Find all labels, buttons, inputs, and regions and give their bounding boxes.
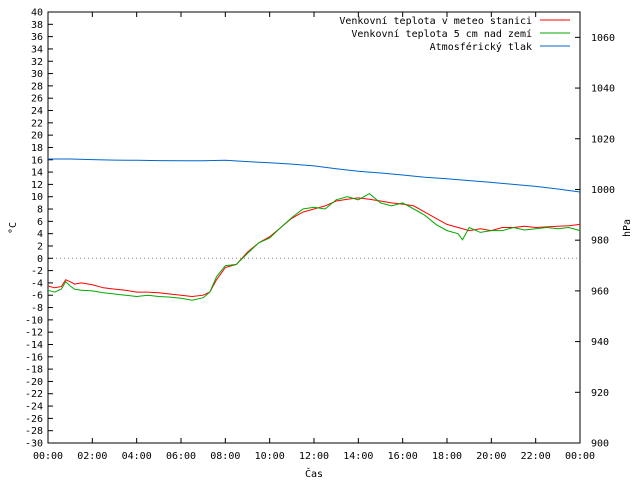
x-tick-label: 06:00 xyxy=(166,451,196,462)
right-axis-ticks: 900 920 940 960 980 1000 1020 1040 1060 xyxy=(575,33,615,450)
x-axis-ticks: 00:00 02:00 04:00 06:00 08:00 10:00 12:00 14:00… xyxy=(33,12,595,462)
left-tick-label: -8 xyxy=(31,303,43,314)
left-tick-label: 22 xyxy=(31,118,43,129)
x-tick-label: 20:00 xyxy=(476,451,506,462)
x-tick-label: 08:00 xyxy=(210,451,240,462)
left-tick-label: 2 xyxy=(37,241,43,252)
left-tick-label: -6 xyxy=(31,291,43,302)
left-tick-label: -16 xyxy=(25,352,43,363)
left-tick-label: 16 xyxy=(31,155,43,166)
x-tick-label: 00:00 xyxy=(565,451,595,462)
left-tick-label: -26 xyxy=(25,414,43,425)
left-tick-label: -4 xyxy=(31,278,43,289)
x-tick-label: 00:00 xyxy=(33,451,63,462)
left-axis-ticks: -30-28-26-24-22-20-18-16-14-12-10-8-6-4-… xyxy=(25,8,53,450)
x-tick-label: 04:00 xyxy=(122,451,152,462)
right-tick-label: 1040 xyxy=(591,84,615,95)
x-tick-label: 16:00 xyxy=(388,451,418,462)
x-axis-label: Čas xyxy=(305,467,323,480)
right-tick-label: 920 xyxy=(591,388,609,399)
left-tick-label: -18 xyxy=(25,365,43,376)
left-tick-label: 36 xyxy=(31,32,43,43)
right-tick-label: 960 xyxy=(591,286,609,297)
series-layer xyxy=(47,158,581,301)
legend-label-2: Venkovní teplota 5 cm nad zemí xyxy=(351,28,532,40)
left-tick-label: -14 xyxy=(25,340,43,351)
y-axis-label-right: hPa xyxy=(622,219,633,237)
x-tick-label: 10:00 xyxy=(255,451,285,462)
left-tick-label: 10 xyxy=(31,192,43,203)
legend: Venkovní teplota v meteo staniciVenkovní… xyxy=(339,15,570,53)
left-tick-label: 18 xyxy=(31,143,43,154)
right-tick-label: 980 xyxy=(591,236,609,247)
left-tick-label: 8 xyxy=(37,205,43,216)
left-tick-label: 40 xyxy=(31,8,43,19)
right-tick-label: 940 xyxy=(591,337,609,348)
legend-label-3: Atmosférický tlak xyxy=(430,41,532,53)
series-line-3 xyxy=(48,158,581,193)
right-tick-label: 1020 xyxy=(591,134,615,145)
x-tick-label: 18:00 xyxy=(432,451,462,462)
right-tick-label: 900 xyxy=(591,439,609,450)
x-tick-label: 22:00 xyxy=(521,451,551,462)
left-tick-label: 6 xyxy=(37,217,43,228)
left-tick-label: -2 xyxy=(31,266,43,277)
x-tick-label: 02:00 xyxy=(77,451,107,462)
right-tick-label: 1000 xyxy=(591,185,615,196)
left-tick-label: 28 xyxy=(31,81,43,92)
left-tick-label: -28 xyxy=(25,426,43,437)
x-tick-label: 12:00 xyxy=(299,451,329,462)
left-tick-label: 24 xyxy=(31,106,43,117)
left-tick-label: -10 xyxy=(25,315,43,326)
left-tick-label: 12 xyxy=(31,180,43,191)
left-tick-label: -22 xyxy=(25,389,43,400)
left-tick-label: 14 xyxy=(31,168,43,179)
y-axis-label-left: °C xyxy=(8,222,19,234)
x-tick-label: 14:00 xyxy=(343,451,373,462)
left-tick-label: -20 xyxy=(25,377,43,388)
left-tick-label: 26 xyxy=(31,94,43,105)
left-tick-label: -12 xyxy=(25,328,43,339)
left-tick-label: -30 xyxy=(25,439,43,450)
left-tick-label: 32 xyxy=(31,57,43,68)
left-tick-label: 30 xyxy=(31,69,43,80)
left-tick-label: 20 xyxy=(31,131,43,142)
left-tick-label: 0 xyxy=(37,254,43,265)
right-tick-label: 1060 xyxy=(591,33,615,44)
series-line-1 xyxy=(47,197,581,298)
series-line-2 xyxy=(47,192,581,301)
left-tick-label: -24 xyxy=(25,402,43,413)
left-tick-label: 4 xyxy=(37,229,43,240)
left-tick-label: 38 xyxy=(31,20,43,31)
plot-frame xyxy=(47,11,581,444)
legend-label-1: Venkovní teplota v meteo stanici xyxy=(339,15,532,27)
left-tick-label: 34 xyxy=(31,44,43,55)
